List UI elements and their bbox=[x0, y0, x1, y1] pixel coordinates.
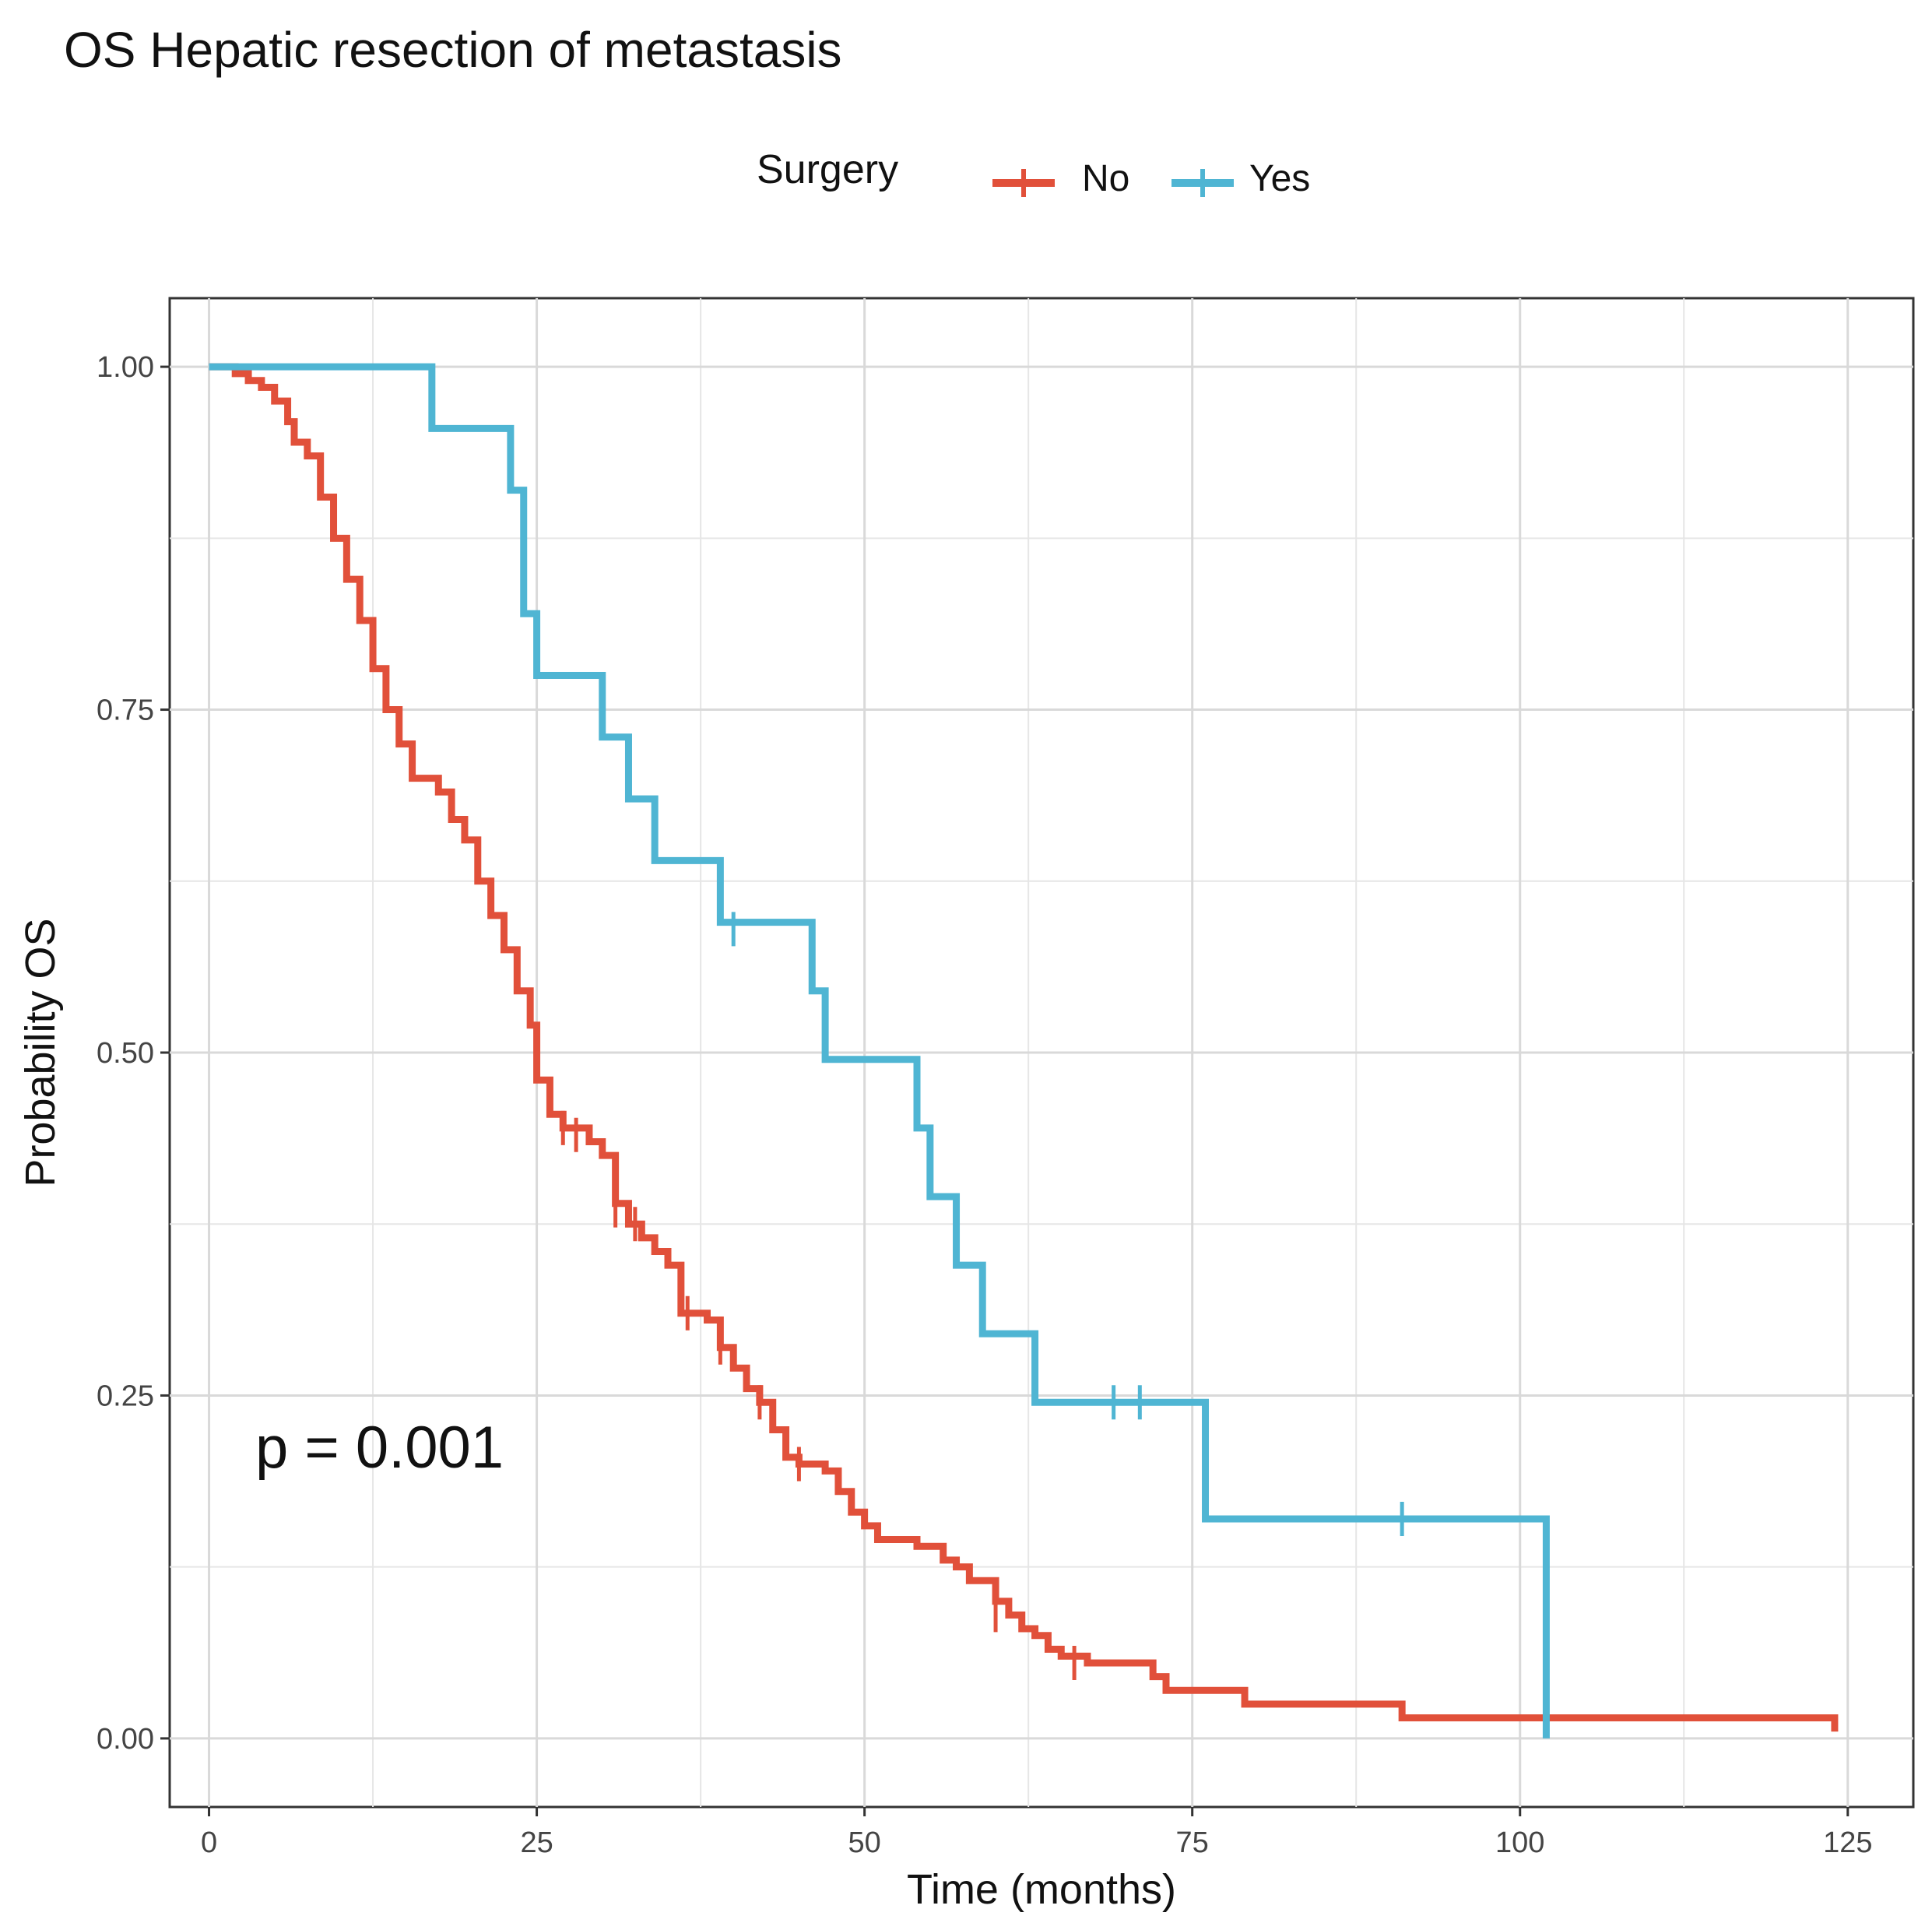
series bbox=[209, 363, 1839, 1738]
x-tick-label: 125 bbox=[1823, 1826, 1872, 1859]
y-tick-label: 0.75 bbox=[97, 694, 154, 727]
x-tick-label: 0 bbox=[201, 1826, 217, 1859]
grid bbox=[170, 298, 1913, 1807]
x-axis-ticks: 0 25 50 75 100 125 bbox=[201, 1807, 1872, 1859]
series-yes bbox=[209, 363, 1550, 1738]
y-axis-label: Probability OS bbox=[17, 918, 64, 1186]
x-tick-label: 50 bbox=[848, 1826, 880, 1859]
legend-item-no: No bbox=[992, 158, 1129, 199]
y-axis-ticks: 0.00 0.25 0.50 0.75 1.00 bbox=[97, 351, 170, 1756]
x-tick-label: 100 bbox=[1495, 1826, 1544, 1859]
legend-label-yes: Yes bbox=[1249, 158, 1310, 199]
chart-title: OS Hepatic resection of metastasis bbox=[64, 22, 842, 78]
legend-item-yes: Yes bbox=[1171, 158, 1310, 199]
x-tick-label: 25 bbox=[520, 1826, 553, 1859]
p-value-annotation: p = 0.001 bbox=[255, 1415, 504, 1481]
legend: Surgery No Yes bbox=[757, 147, 1310, 199]
survival-curve-yes bbox=[209, 363, 1550, 1738]
y-tick-label: 1.00 bbox=[97, 351, 154, 384]
survival-curve-no bbox=[209, 363, 1839, 1732]
y-tick-label: 0.25 bbox=[97, 1380, 154, 1412]
series-no bbox=[209, 363, 1839, 1732]
y-tick-label: 0.00 bbox=[97, 1723, 154, 1756]
x-axis-label: Time (months) bbox=[907, 1866, 1176, 1913]
y-tick-label: 0.50 bbox=[97, 1037, 154, 1070]
x-tick-label: 75 bbox=[1176, 1826, 1209, 1859]
legend-label-no: No bbox=[1082, 158, 1129, 199]
legend-title: Surgery bbox=[757, 147, 898, 192]
